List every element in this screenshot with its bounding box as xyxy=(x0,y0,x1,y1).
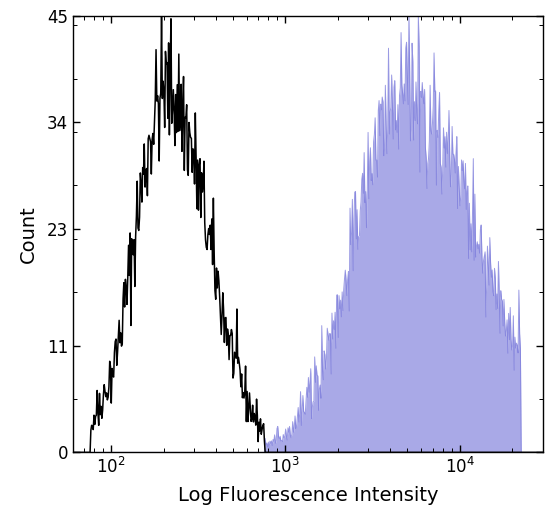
X-axis label: Log Fluorescence Intensity: Log Fluorescence Intensity xyxy=(178,486,438,505)
Y-axis label: Count: Count xyxy=(20,205,38,263)
